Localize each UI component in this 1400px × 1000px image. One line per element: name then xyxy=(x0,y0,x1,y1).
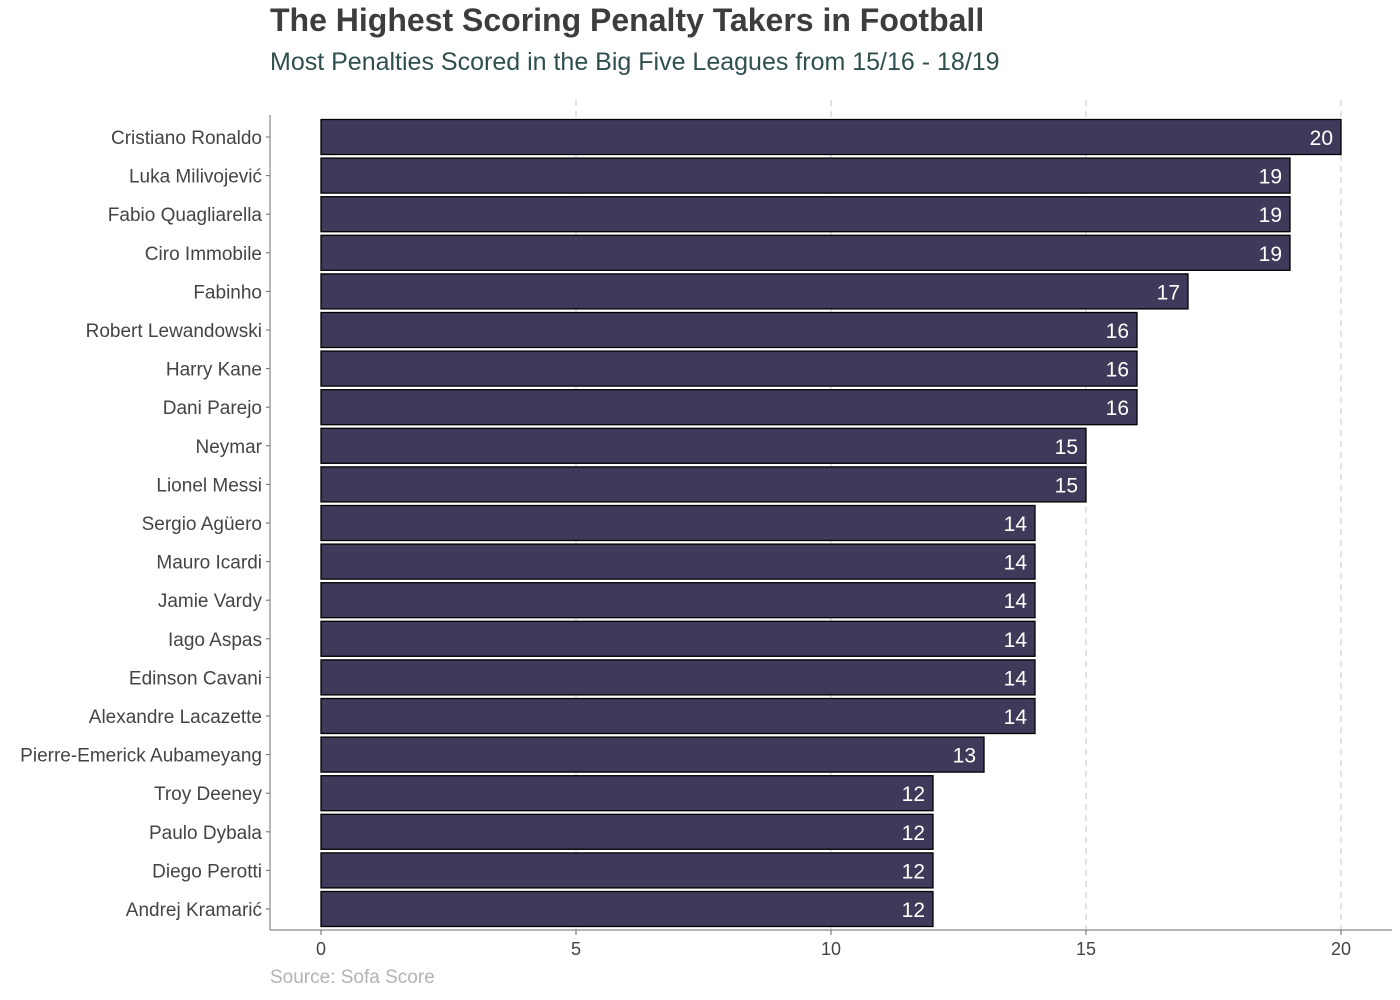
bar xyxy=(320,118,1342,156)
chart-subtitle: Most Penalties Scored in the Big Five Le… xyxy=(270,48,1000,76)
value-label: 13 xyxy=(953,745,976,768)
bar xyxy=(320,697,1036,735)
value-label: 14 xyxy=(1004,513,1028,536)
x-tick-label: 10 xyxy=(821,939,841,959)
value-label: 19 xyxy=(1259,243,1282,266)
y-tick-label: Fabinho xyxy=(193,282,262,303)
y-tick-label: Jamie Vardy xyxy=(158,591,263,612)
value-label: 19 xyxy=(1259,204,1282,227)
bar xyxy=(320,582,1036,619)
bar xyxy=(320,775,934,812)
bar xyxy=(320,813,934,850)
value-label: 16 xyxy=(1106,359,1129,382)
value-label: 20 xyxy=(1310,127,1333,150)
bar xyxy=(320,890,934,928)
axes: Cristiano Ronaldo Luka Milivojević Fabio Q… xyxy=(20,115,1392,959)
bar xyxy=(320,543,1036,580)
value-label: 14 xyxy=(1004,629,1028,652)
bar xyxy=(320,389,1138,426)
bar xyxy=(320,466,1087,503)
bar xyxy=(320,273,1189,310)
y-tick-label: Neymar xyxy=(195,437,262,458)
x-tick-label: 0 xyxy=(316,939,326,959)
x-tick-label: 15 xyxy=(1076,939,1096,959)
bar xyxy=(320,311,1138,349)
y-tick-label: Harry Kane xyxy=(166,360,262,381)
y-tick-label: Fabio Quagliarella xyxy=(108,205,263,226)
bar xyxy=(320,350,1138,387)
y-tick-label: Edinson Cavani xyxy=(129,668,262,689)
bar xyxy=(320,659,1036,696)
bar xyxy=(320,736,985,773)
bar xyxy=(320,852,934,889)
y-tick-label: Lionel Messi xyxy=(156,475,262,496)
y-tick-label: Troy Deeney xyxy=(154,784,263,805)
bar xyxy=(320,427,1087,464)
y-tick-label: Pierre-Emerick Aubameyang xyxy=(20,746,262,767)
value-label: 16 xyxy=(1106,320,1129,343)
value-label: 16 xyxy=(1106,397,1129,420)
bars: 20 19 19 19 17 16 16 16 15 15 14 14 14 14 14 14 13 12 12 12… xyxy=(320,118,1342,928)
x-tick-label: 20 xyxy=(1331,939,1351,959)
y-tick-label: Luka Milivojević xyxy=(129,167,262,188)
y-tick-label: Andrej Kramarić xyxy=(126,900,262,921)
bar xyxy=(320,620,1036,657)
value-label: 19 xyxy=(1259,166,1282,189)
chart-title: The Highest Scoring Penalty Takers in Fo… xyxy=(270,2,985,38)
y-tick-label: Iago Aspas xyxy=(168,630,262,651)
bar xyxy=(320,504,1036,542)
bar xyxy=(320,234,1291,271)
value-label: 17 xyxy=(1157,281,1180,304)
y-tick-label: Paulo Dybala xyxy=(149,823,262,844)
value-label: 12 xyxy=(902,822,925,845)
value-label: 15 xyxy=(1055,436,1078,459)
y-tick-label: Robert Lewandowski xyxy=(86,321,262,342)
bar xyxy=(320,196,1291,233)
value-label: 14 xyxy=(1004,590,1028,613)
value-label: 14 xyxy=(1004,706,1028,729)
y-tick-label: Cristiano Ronaldo xyxy=(111,128,262,149)
y-tick-label: Alexandre Lacazette xyxy=(89,707,262,728)
y-tick-label: Dani Parejo xyxy=(163,398,262,419)
y-tick-label: Diego Perotti xyxy=(152,861,262,882)
value-label: 14 xyxy=(1004,552,1028,575)
chart-caption: Source: Sofa Score xyxy=(270,967,435,988)
value-label: 12 xyxy=(902,783,925,806)
y-tick-label: Mauro Icardi xyxy=(156,553,262,574)
value-label: 12 xyxy=(902,899,925,922)
value-label: 12 xyxy=(902,860,925,883)
y-tick-label: Ciro Immobile xyxy=(145,244,262,265)
bar xyxy=(320,157,1291,194)
x-tick-label: 5 xyxy=(571,939,581,959)
y-tick-label: Sergio Agüero xyxy=(142,514,262,535)
value-label: 14 xyxy=(1004,667,1028,690)
value-label: 15 xyxy=(1055,474,1078,497)
